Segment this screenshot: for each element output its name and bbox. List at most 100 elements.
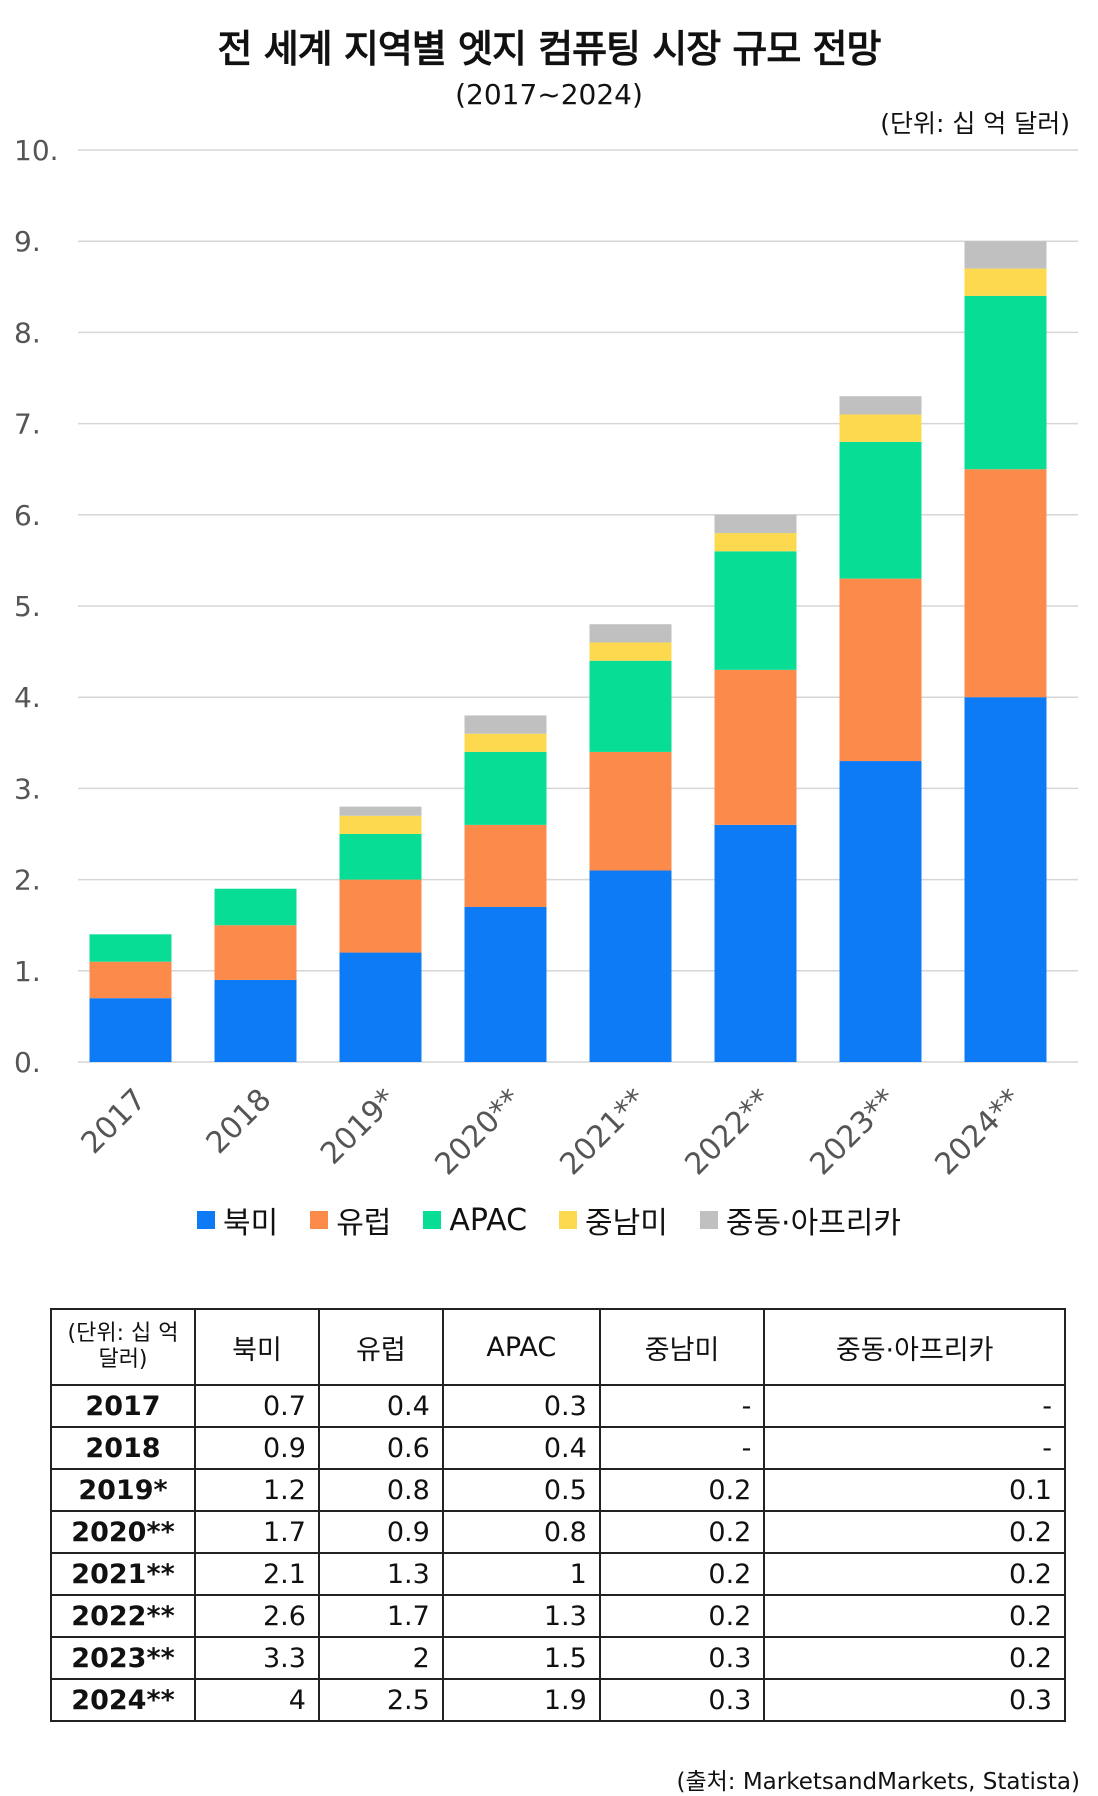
- bar-segment: [339, 834, 422, 880]
- table-unit-header: (단위: 십 억 달러): [50, 1308, 196, 1386]
- table-header-latin-america: 중남미: [598, 1308, 766, 1386]
- chart-legend: 북미 유럽 APAC 중남미 중동·아프리카: [0, 1198, 1098, 1242]
- table-header-europe: 유럽: [317, 1308, 444, 1386]
- bar-segment: [964, 268, 1047, 296]
- bar-segment: [589, 870, 672, 1062]
- table-cell: 0.2: [598, 1468, 766, 1512]
- table-cell: 0.2: [598, 1594, 766, 1638]
- legend-label-mea: 중동·아프리카: [725, 1206, 901, 1241]
- table-cell: 0.2: [763, 1594, 1066, 1638]
- y-tick-label: 6.: [14, 499, 41, 532]
- bar-segment: [714, 824, 797, 1062]
- table-row: 2018 0.9 0.6 0.4- -: [50, 1426, 1066, 1470]
- y-tick-label: 9.: [14, 225, 41, 258]
- table-cell: 2.6: [194, 1594, 320, 1638]
- table-cell: 0.2: [763, 1510, 1066, 1554]
- bar-segment: [89, 934, 172, 962]
- table-cell: 0.9: [194, 1426, 320, 1470]
- table-row: 2019* 1.2 0.8 0.5 0.2 0.1: [50, 1468, 1066, 1512]
- legend-item-latin-america: 중남미: [559, 1198, 668, 1242]
- table-header-mea: 중동·아프리카: [763, 1308, 1066, 1386]
- table-row-year: 2020**: [50, 1510, 196, 1554]
- bar-segment: [89, 998, 172, 1062]
- y-tick-label: 7.: [14, 408, 41, 441]
- y-tick-label: 0.: [14, 1046, 41, 1079]
- table-row-year: 2019*: [50, 1468, 196, 1512]
- table-cell: 0.2: [763, 1636, 1066, 1680]
- bar-segment: [589, 624, 672, 643]
- bar-segment: [464, 906, 547, 1062]
- bar-segment: [214, 888, 297, 926]
- legend-swatch-apac: [423, 1211, 442, 1229]
- y-tick-label: 10.: [14, 134, 59, 167]
- y-tick-label: 1.: [14, 955, 41, 988]
- table-row: 2021** 2.1 1.3 1 0.2 0.2: [50, 1552, 1066, 1596]
- table-cell: 1.7: [194, 1510, 320, 1554]
- table-cell: 2.5: [317, 1678, 444, 1722]
- table-cell: -: [763, 1384, 1066, 1428]
- bar-segment: [839, 761, 922, 1062]
- x-tick-label: 2017: [75, 1082, 154, 1161]
- table-cell: -: [598, 1384, 766, 1428]
- y-tick-label: 8.: [14, 316, 41, 349]
- table-row-year: 2018: [50, 1426, 196, 1470]
- x-tick-label: 2021**: [553, 1082, 653, 1182]
- table-row-year: 2023**: [50, 1636, 196, 1680]
- bar-segment: [464, 733, 547, 752]
- bar-segment: [339, 879, 422, 953]
- table-cell: 0.1: [763, 1468, 1066, 1512]
- bar-segment: [839, 578, 922, 762]
- legend-swatch-europe: [310, 1211, 329, 1229]
- x-tick-label: 2018: [200, 1082, 279, 1161]
- table-cell: 0.2: [763, 1552, 1066, 1596]
- bar-segment: [964, 697, 1047, 1062]
- y-tick-label: 4.: [14, 681, 41, 714]
- table-cell: 0.8: [317, 1468, 444, 1512]
- table-cell: 0.2: [598, 1552, 766, 1596]
- table-row-year: 2024**: [50, 1678, 196, 1722]
- x-tick-label: 2023**: [803, 1082, 903, 1182]
- table-cell: 1.7: [317, 1594, 444, 1638]
- source-note: (출처: MarketsandMarkets, Statista): [676, 1769, 1080, 1795]
- table-cell: 4: [194, 1678, 320, 1722]
- bar-segment: [339, 952, 422, 1062]
- table-cell: 3.3: [194, 1636, 320, 1680]
- table-cell: 0.3: [598, 1636, 766, 1680]
- bar-segment: [339, 806, 422, 816]
- bar-segment: [839, 396, 922, 415]
- table-row: 2024** 4 2.5 1.9 0.3 0.3: [50, 1678, 1066, 1722]
- table-cell: 0.4: [317, 1384, 444, 1428]
- legend-label-north-america: 북미: [223, 1206, 279, 1241]
- table-cell: 0.9: [317, 1510, 444, 1554]
- legend-item-europe: 유럽: [310, 1198, 391, 1242]
- x-tick-label: 2022**: [678, 1082, 778, 1182]
- table-cell: 0.5: [441, 1468, 601, 1512]
- legend-swatch-mea: [699, 1211, 718, 1229]
- table-row: 2020** 1.7 0.9 0.8 0.2 0.2: [50, 1510, 1066, 1554]
- bar-segment: [714, 551, 797, 670]
- y-tick-label: 2.: [14, 864, 41, 897]
- table-cell: 2.1: [194, 1552, 320, 1596]
- legend-swatch-north-america: [197, 1211, 215, 1229]
- table-row-year: 2017: [50, 1384, 196, 1428]
- table-cell: 1.3: [317, 1552, 444, 1596]
- bar-segment: [214, 979, 297, 1062]
- bar-segment: [464, 751, 547, 825]
- bar-segment: [839, 441, 922, 579]
- table-cell: 0.3: [598, 1678, 766, 1722]
- table-row: 2022** 2.6 1.7 1.3 0.2 0.2: [50, 1594, 1066, 1638]
- chart-subtitle: (2017~2024): [455, 78, 643, 111]
- bar-segment: [339, 815, 422, 834]
- table-cell: 1: [441, 1552, 601, 1596]
- bar-segment: [89, 961, 172, 999]
- bar-segment: [714, 514, 797, 534]
- table-cell: -: [763, 1426, 1066, 1470]
- bar-segment: [964, 241, 1047, 269]
- table-cell: 0.8: [441, 1510, 601, 1554]
- table-cell: 0.4: [441, 1426, 601, 1470]
- table-cell: 1.3: [441, 1594, 601, 1638]
- table-cell: 1.5: [441, 1636, 601, 1680]
- bar-segment: [464, 715, 547, 734]
- bar-segment: [214, 925, 297, 980]
- bar-segment: [589, 751, 672, 871]
